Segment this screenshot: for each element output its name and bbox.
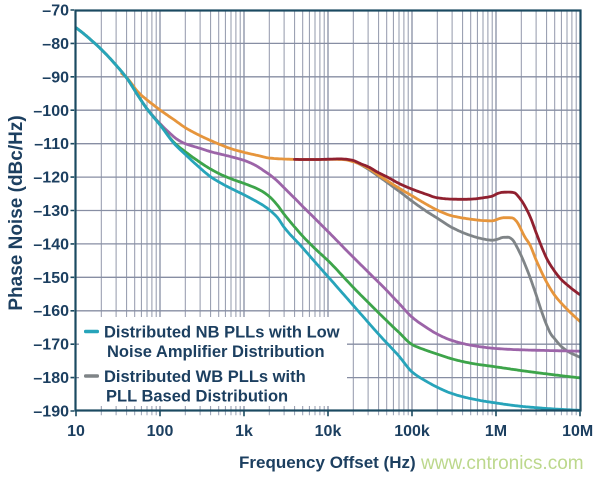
svg-text:100k: 100k [394, 423, 430, 440]
svg-text:–110: –110 [34, 136, 69, 153]
svg-text:–80: –80 [42, 36, 69, 53]
svg-text:100: 100 [147, 423, 174, 440]
svg-text:1k: 1k [235, 423, 253, 440]
svg-text:Distributed WB PLLs with: Distributed WB PLLs with [104, 368, 306, 386]
svg-text:–120: –120 [33, 170, 69, 187]
svg-text:–160: –160 [33, 303, 69, 320]
svg-text:–130: –130 [33, 203, 69, 220]
svg-text:–140: –140 [33, 236, 69, 253]
svg-text:www.cntronics.com: www.cntronics.com [420, 453, 584, 474]
svg-text:1M: 1M [485, 423, 507, 440]
svg-text:10: 10 [67, 423, 85, 440]
svg-text:PLL Based Distribution: PLL Based Distribution [106, 388, 288, 406]
svg-text:Phase Noise (dBc/Hz): Phase Noise (dBc/Hz) [6, 115, 27, 310]
svg-text:–100: –100 [33, 103, 69, 120]
svg-text:10M: 10M [562, 423, 593, 440]
svg-text:–150: –150 [33, 270, 69, 287]
svg-text:–190: –190 [33, 404, 69, 421]
svg-text:Noise Amplifier Distribution: Noise Amplifier Distribution [107, 343, 325, 361]
svg-text:10k: 10k [315, 423, 342, 440]
svg-text:Frequency Offset (Hz): Frequency Offset (Hz) [239, 453, 416, 472]
svg-text:Distributed NB PLLs with Low: Distributed NB PLLs with Low [104, 324, 340, 342]
svg-text:–70: –70 [42, 3, 69, 20]
svg-text:–170: –170 [33, 337, 69, 354]
svg-text:–180: –180 [33, 370, 69, 387]
svg-text:–90: –90 [42, 69, 69, 86]
